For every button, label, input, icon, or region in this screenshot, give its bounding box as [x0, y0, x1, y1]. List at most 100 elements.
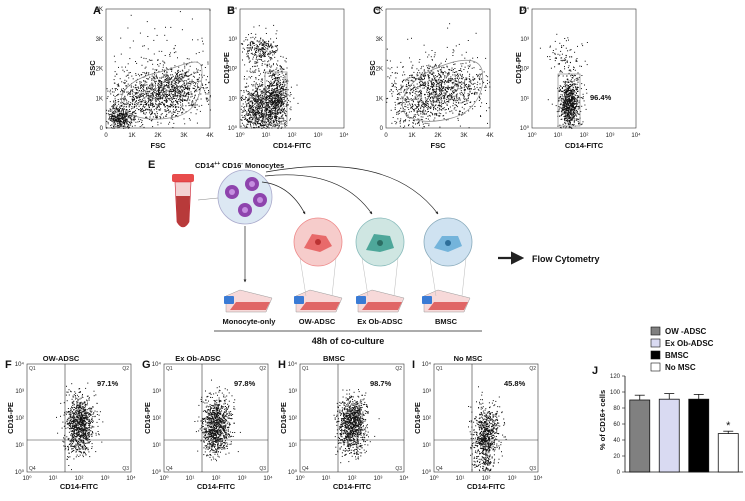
x-tick-label: 10⁴ [533, 475, 543, 482]
quadrant-label: Q2 [395, 366, 402, 372]
x-tick-label: 1K [408, 133, 415, 139]
x-tick-label: 10⁰ [429, 475, 439, 482]
bar [658, 398, 680, 473]
x-tick-label: 10⁴ [339, 132, 349, 139]
tick-labels-d: 10⁰ 10¹ 10² 10³ 10⁴ 10⁰ 10¹ 10² 10³ 10⁴ [520, 6, 641, 139]
x-tick-label: 10⁴ [263, 475, 273, 482]
y-tick-label: 10⁰ [422, 469, 432, 476]
flask-bmsc-icon [422, 289, 471, 313]
x-tick-label: 10² [482, 476, 491, 482]
quadrant-label: Q3 [122, 466, 129, 472]
x-tick-label: 10³ [238, 476, 247, 482]
sample-tube-icon [172, 174, 194, 228]
flask-label-ow-adsc: OW-ADSC [299, 317, 336, 326]
gate-percent-d: 96.4% [590, 93, 612, 102]
y-axis-label-b: CD16-PE [222, 52, 231, 84]
y-tick-label: 10¹ [288, 443, 297, 449]
panel-a: A 0 1K 2K 3K 4K 0 1K 2K 3K 4K FSC SSC [88, 5, 214, 150]
x-tick-label: 10³ [508, 476, 517, 482]
y-axis-label-a: SSC [88, 60, 97, 76]
x-tick-label: 0 [104, 133, 108, 139]
y-tick-label: 10² [422, 416, 431, 422]
y-tick-label: 10¹ [228, 96, 237, 102]
y-tick-label: 4K [376, 7, 383, 13]
quadrant-percent: 45.8% [504, 379, 526, 388]
x-tick-label: 10¹ [262, 133, 271, 139]
y-tick-label: 10³ [288, 389, 297, 395]
panel-letter-i: I [412, 359, 415, 371]
x-axis-label: CD14-FITC [197, 482, 236, 491]
x-tick-label: 10⁰ [22, 475, 32, 482]
x-axis-label: CD14-FITC [60, 482, 99, 491]
plot-frame-a [105, 8, 211, 129]
y-tick-label: 10² [520, 67, 529, 73]
flow-cytometry-label: Flow Cytometry [532, 254, 600, 264]
scatter-dots-a [106, 9, 211, 129]
quadrant-percent: 97.1% [97, 379, 119, 388]
bmsc-cell-icon [423, 217, 473, 267]
tube-connector-line [197, 197, 219, 201]
legend-label: BMSC [665, 351, 689, 360]
y-axis-label: % of CD16+ cells [598, 390, 607, 450]
panel-letter-a: A [93, 5, 101, 17]
legend-swatch [650, 350, 661, 360]
y-tick-label: 10³ [228, 37, 237, 43]
y-tick-label: 10¹ [422, 443, 431, 449]
x-tick-label: 10¹ [322, 476, 331, 482]
y-tick-label: 10³ [15, 389, 24, 395]
y-tick-label: 10³ [152, 389, 161, 395]
x-tick-label: 10³ [606, 133, 615, 139]
plot-frame-d [531, 8, 637, 129]
x-tick-label: 4K [206, 133, 213, 139]
x-tick-label: 10⁰ [295, 475, 305, 482]
y-tick-label: 100 [610, 390, 621, 396]
panel-title: BMSC [323, 354, 346, 363]
bar [717, 433, 739, 473]
panel-letter-e: E [148, 159, 155, 171]
y-axis-label: CD16-PE [279, 402, 288, 434]
y-tick-label: 10⁴ [15, 361, 25, 368]
quadrant-label: Q4 [29, 466, 36, 472]
panel-letter-b: B [227, 5, 235, 17]
y-tick-label: 120 [610, 374, 621, 380]
arrow-to-bmsc [265, 166, 439, 215]
panel-title: Ex Ob-ADSC [175, 354, 221, 363]
x-tick-label: 10² [348, 476, 357, 482]
y-tick-label: 2K [96, 67, 103, 73]
quadrant-label: Q1 [166, 366, 173, 372]
y-tick-label: 10⁰ [15, 469, 25, 476]
flask-ow-adsc-icon [294, 289, 343, 313]
arrow-to-ow-adsc [261, 181, 306, 215]
x-tick-label: 10¹ [186, 476, 195, 482]
x-axis-label-d: CD14-FITC [565, 141, 604, 150]
quadrant-label: Q1 [436, 366, 443, 372]
quadrant-label: Q4 [166, 466, 173, 472]
y-tick-label: 10¹ [15, 443, 24, 449]
tick-labels-a: 0 1K 2K 3K 4K 0 1K 2K 3K 4K [96, 7, 214, 139]
x-tick-label: 10⁰ [527, 132, 537, 139]
x-tick-label: 2K [434, 133, 441, 139]
y-tick-label: 10² [288, 416, 297, 422]
y-axis-label: CD16-PE [143, 402, 152, 434]
panel-letter-f: F [5, 359, 12, 371]
scatter-dots [468, 386, 507, 472]
gate-fsc-ssc-c [402, 59, 484, 122]
x-axis-label-c: FSC [431, 141, 447, 150]
quadrant-percent: 97.8% [234, 379, 256, 388]
scatter-dots-d [539, 33, 588, 129]
x-tick-label: 10³ [314, 133, 323, 139]
y-tick-label: 10⁴ [520, 6, 530, 13]
gate-monocyte-b [264, 71, 288, 125]
chart-plot-area: 0 20 40 60 80 100 120 * [610, 374, 743, 476]
panel-letter-h: H [278, 359, 286, 371]
scatter-dots-b [240, 24, 299, 129]
x-tick-label: 1K [128, 133, 135, 139]
panel-b: B 10⁰ 10¹ 10² 10³ 10⁴ 10⁰ 10¹ 10² 10³ 10⁴ CD14-FI… [222, 5, 349, 150]
panel-letter-j: J [592, 365, 598, 377]
x-tick-label: 10⁰ [159, 475, 169, 482]
x-tick-label: 2K [154, 133, 161, 139]
ow-adsc-cell-icon [293, 217, 343, 267]
y-tick-label: 0 [617, 470, 621, 476]
